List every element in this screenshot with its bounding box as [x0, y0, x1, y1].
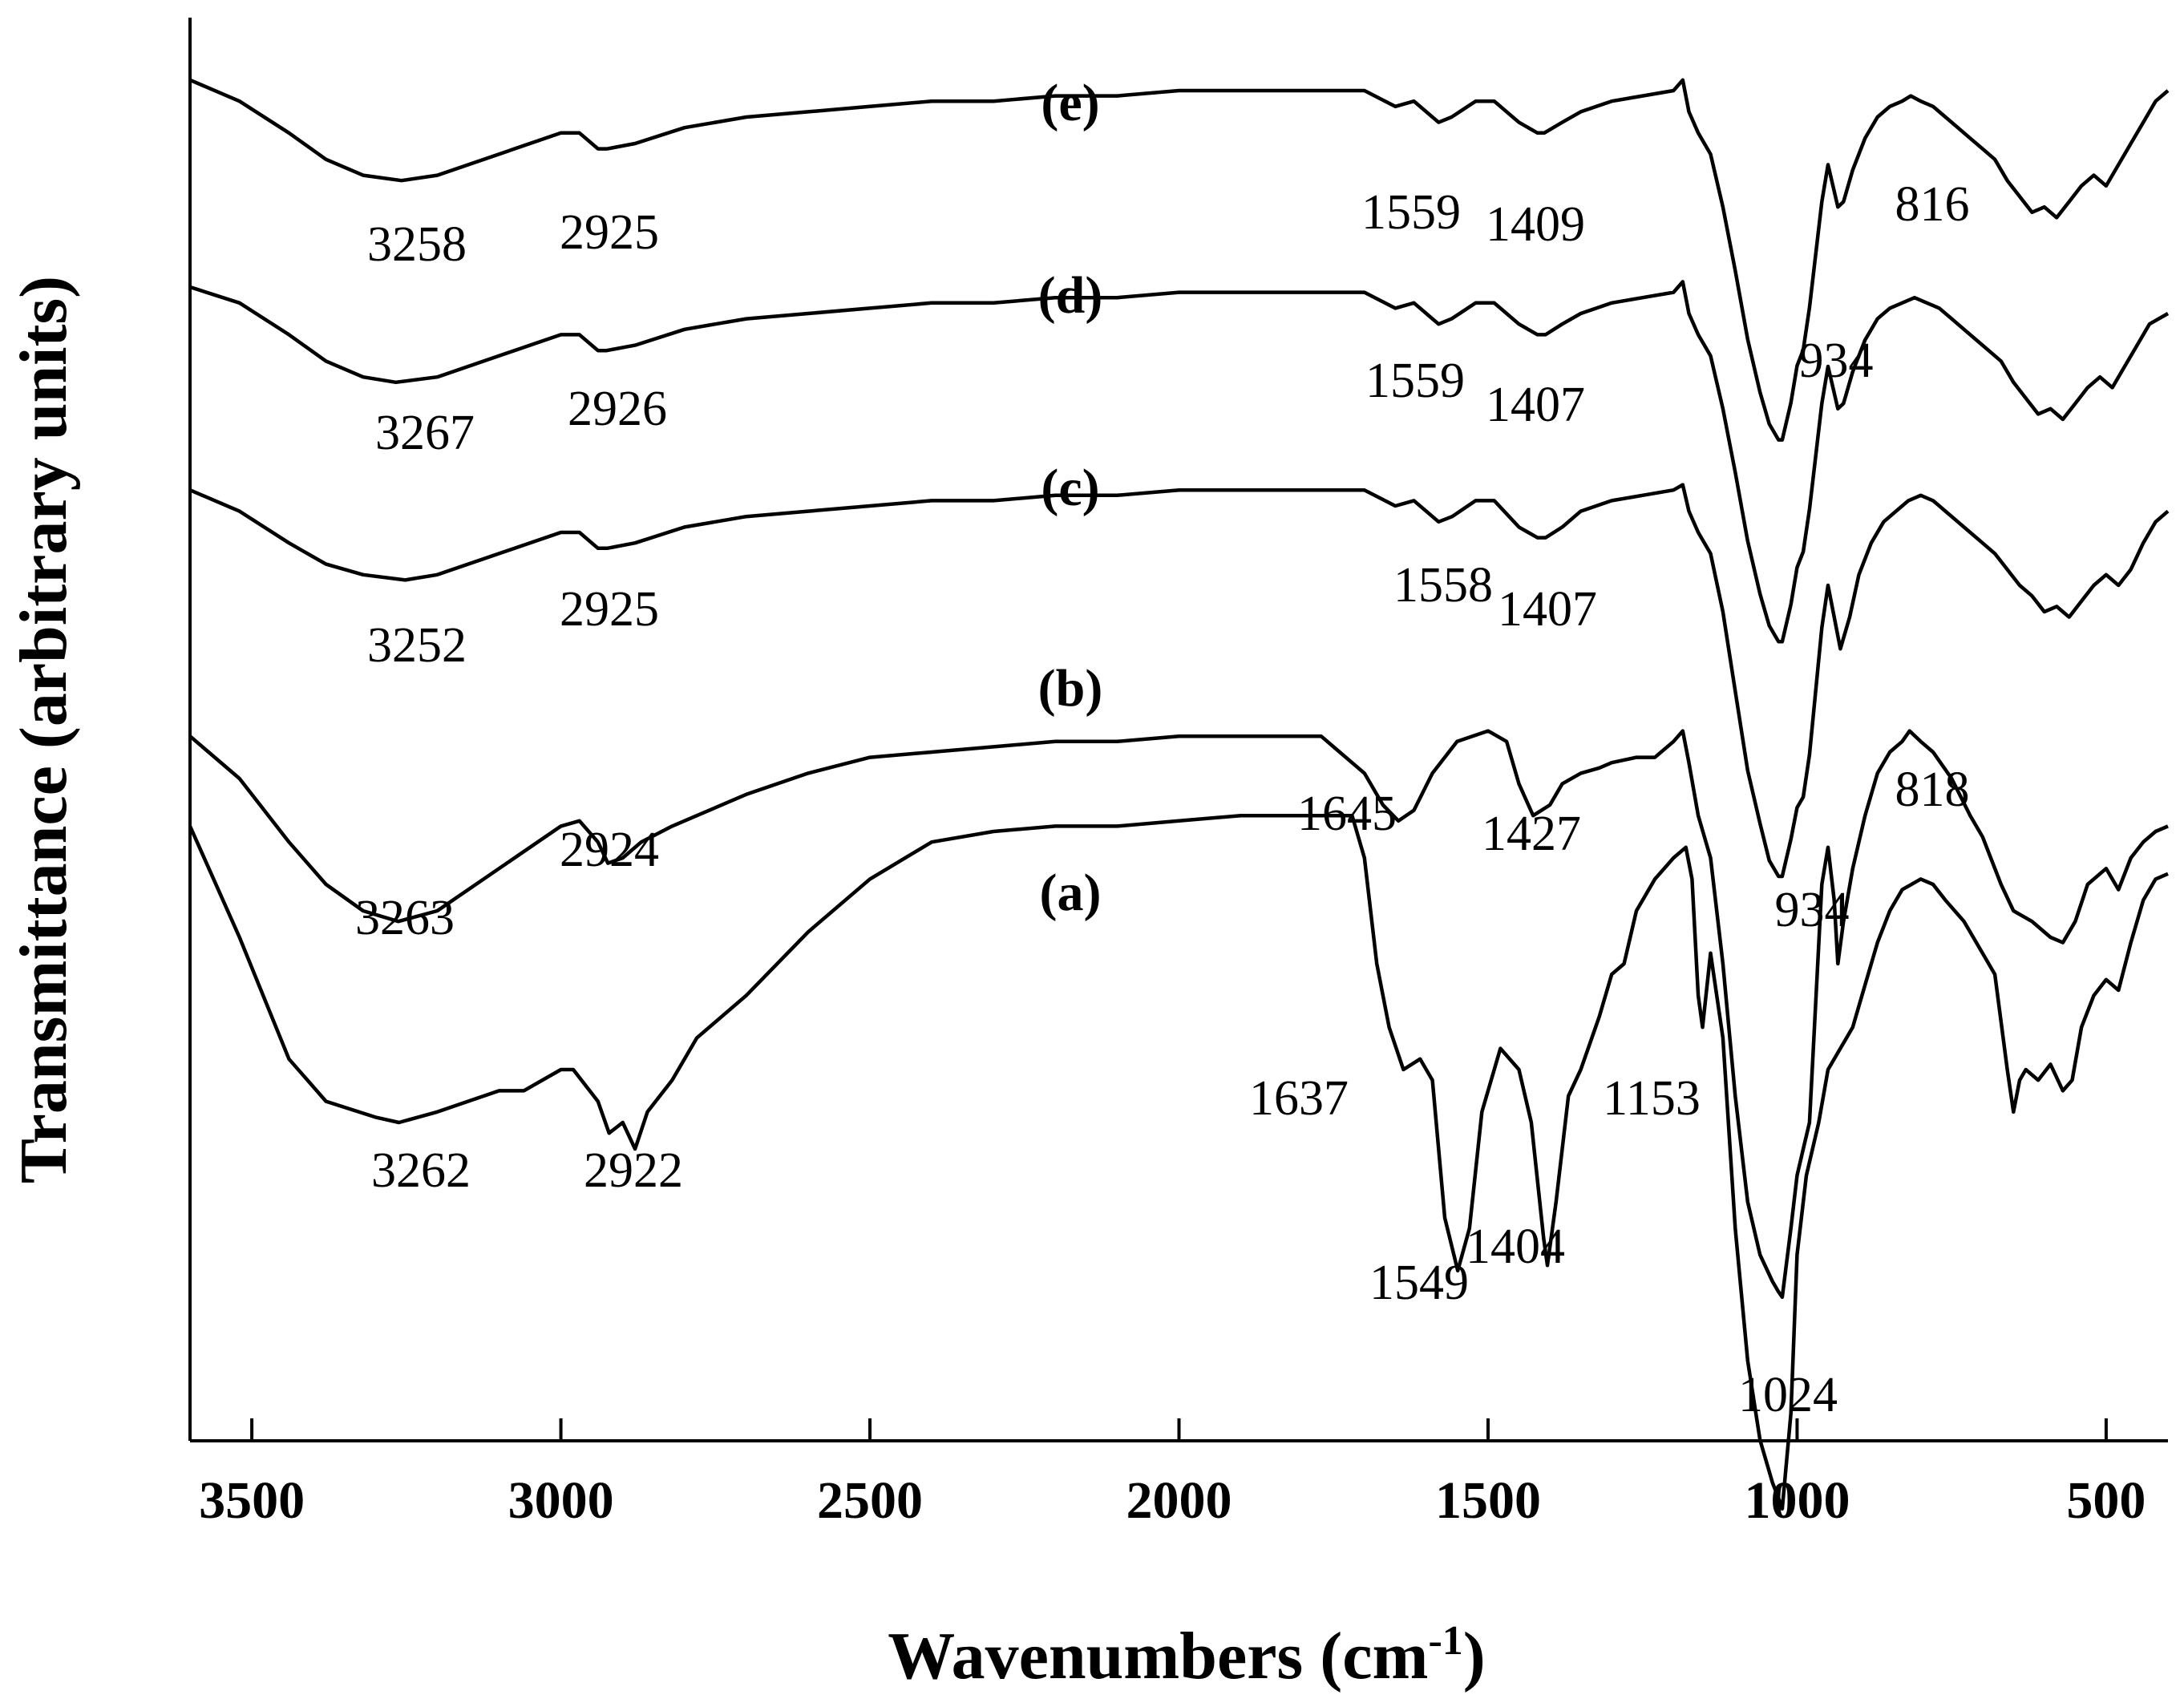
- x-tick-label: 2000: [1126, 1471, 1232, 1530]
- series-e: (e) 3258 2925 1559 1409 816: [189, 74, 2170, 442]
- peak-label: 1427: [1482, 807, 1581, 861]
- x-tick-label: 1000: [1744, 1471, 1850, 1530]
- peak-label: 818: [1895, 763, 1970, 817]
- series-label: (e): [1041, 74, 1099, 132]
- peak-label: 2922: [584, 1143, 683, 1198]
- peak-label: 1404: [1466, 1220, 1565, 1274]
- peak-label: 1558: [1393, 558, 1493, 613]
- spectrum-line: [188, 729, 2169, 1300]
- peak-label: 2925: [560, 205, 659, 260]
- series-label: (d): [1038, 266, 1103, 325]
- peak-label: 1024: [1738, 1368, 1838, 1422]
- peak-label: 1549: [1369, 1256, 1469, 1310]
- peak-label: 1559: [1365, 354, 1465, 408]
- x-tick-label: 3500: [199, 1471, 305, 1530]
- series-d: (d) 3267 2926 1559 1407 934: [189, 266, 2170, 644]
- peak-label: 3252: [367, 618, 467, 673]
- peak-label: 1559: [1361, 185, 1461, 240]
- peak-label: 1407: [1486, 378, 1585, 432]
- spectrum-line: [189, 280, 2170, 644]
- x-axis-title: Wavenumbers (cm-1): [888, 1618, 1486, 1693]
- peak-label: 2925: [560, 582, 659, 637]
- axes: [188, 18, 2168, 1442]
- x-tick-label: 2500: [817, 1471, 923, 1530]
- x-tick-label: 3000: [508, 1471, 614, 1530]
- series-label: (a): [1040, 864, 1102, 922]
- peak-label: 3267: [375, 406, 475, 460]
- series-b: (b) 3263 2924 1645 1427 934 818: [188, 659, 2169, 1300]
- peak-label: 2926: [568, 382, 667, 436]
- series-label: (b): [1038, 659, 1103, 718]
- peak-label: 1407: [1498, 582, 1597, 637]
- series-c: (c) 3252 2925 1558 1407: [189, 459, 2170, 879]
- x-tick-label: 1500: [1435, 1471, 1541, 1530]
- peak-label: 3262: [371, 1143, 471, 1198]
- peak-label: 1645: [1297, 787, 1397, 841]
- peak-label: 1153: [1603, 1071, 1701, 1126]
- peak-label: 3263: [355, 891, 455, 945]
- peak-label: 1637: [1249, 1071, 1349, 1126]
- peak-label: 816: [1895, 177, 1970, 232]
- x-tick-label: 500: [2066, 1471, 2146, 1530]
- series-label: (c): [1041, 459, 1099, 517]
- x-ticks: 3500 3000 2500 2000 1500 1000 500: [199, 1418, 2146, 1530]
- peak-label: 1409: [1486, 197, 1585, 252]
- spectrum-line: [189, 483, 2170, 879]
- peak-label: 934: [1799, 334, 1874, 388]
- y-axis-title: Transmittance (arbitrary units): [6, 276, 81, 1183]
- peak-label: 3258: [367, 217, 467, 272]
- peak-label: 2924: [560, 823, 659, 877]
- spectrum-line: [189, 78, 2170, 442]
- spectrum-line: [188, 813, 2169, 1511]
- peak-label: 934: [1775, 883, 1850, 937]
